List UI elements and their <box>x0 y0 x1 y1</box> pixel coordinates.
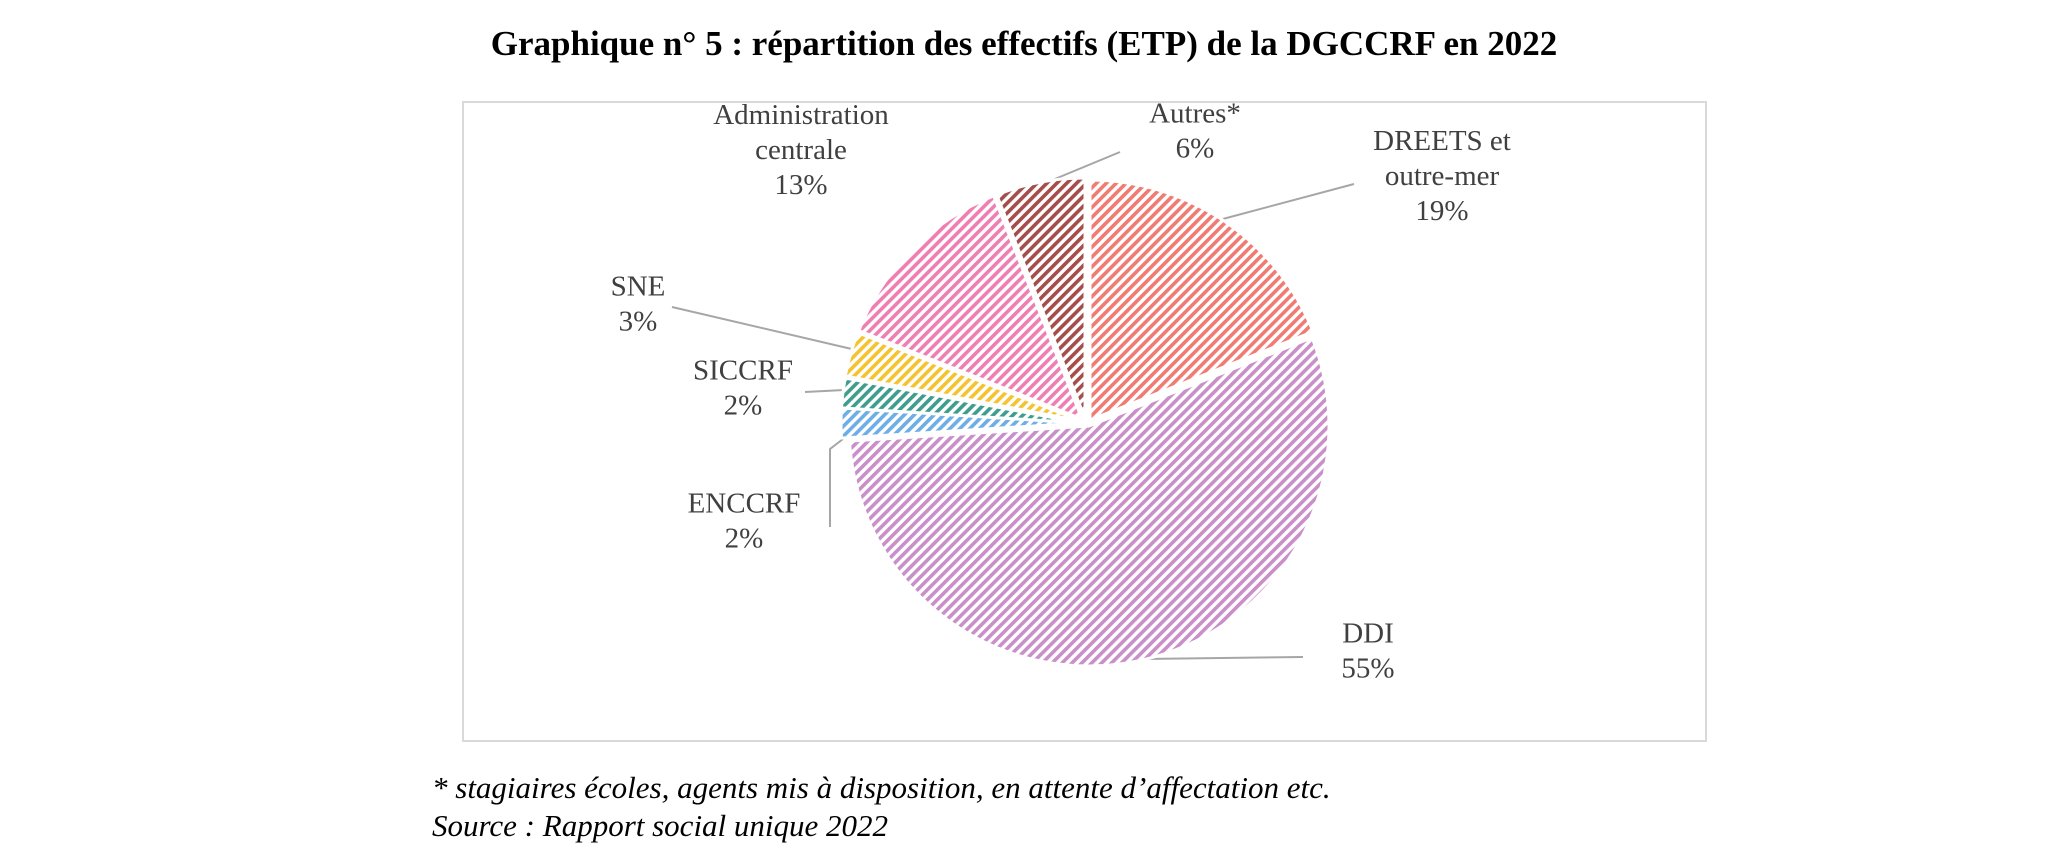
slice-percent-siccrf: 2% <box>724 390 763 422</box>
leader-line-ddi <box>1139 656 1304 660</box>
slice-name-dreets: outre-mer <box>1385 160 1500 192</box>
slice-label-sne: SNE 3% <box>611 271 666 338</box>
pie-slice-ddi <box>847 335 1331 668</box>
leader-line-enccrf <box>829 438 844 527</box>
pie-slice-admin <box>856 193 1085 422</box>
chart-title: Graphique n° 5 : répartition des effecti… <box>490 24 1558 63</box>
slice-name-sne: SNE <box>611 271 666 303</box>
slice-percent-admin: 13% <box>774 169 827 201</box>
slice-name-siccrf: SICCRF <box>693 355 793 387</box>
pie-slice-autres <box>994 176 1087 419</box>
slice-name-admin: centrale <box>755 134 847 166</box>
slice-label-admin: Administration centrale 13% <box>713 99 889 201</box>
slice-label-ddi: DDI 55% <box>1341 618 1394 685</box>
leader-line-dreets <box>1218 183 1355 221</box>
pie-slice-siccrf <box>839 376 1082 425</box>
slice-name-admin: Administration <box>713 99 889 131</box>
slice-label-enccrf: ENCCRF 2% <box>688 488 801 555</box>
leader-line-sne <box>671 306 857 351</box>
leader-line-siccrf <box>804 389 845 393</box>
slice-name-ddi: DDI <box>1342 618 1394 650</box>
slice-label-siccrf: SICCRF 2% <box>693 355 793 422</box>
slice-name-enccrf: ENCCRF <box>688 488 801 520</box>
pie-slice-dreets <box>1088 178 1316 423</box>
slice-percent-ddi: 55% <box>1341 653 1394 685</box>
chart-area <box>462 101 1707 742</box>
footnote: * stagiaires écoles, agents mis à dispos… <box>432 770 1331 805</box>
slice-percent-dreets: 19% <box>1415 195 1468 227</box>
slice-label-dreets: DREETS et outre-mer 19% <box>1373 125 1511 227</box>
slice-percent-sne: 3% <box>619 306 658 338</box>
slice-percent-enccrf: 2% <box>725 523 764 555</box>
slice-percent-autres: 6% <box>1176 133 1215 165</box>
source-note: Source : Rapport social unique 2022 <box>432 808 889 843</box>
slice-name-dreets: DREETS et <box>1373 125 1511 157</box>
pie-slice-sne <box>843 330 1082 423</box>
